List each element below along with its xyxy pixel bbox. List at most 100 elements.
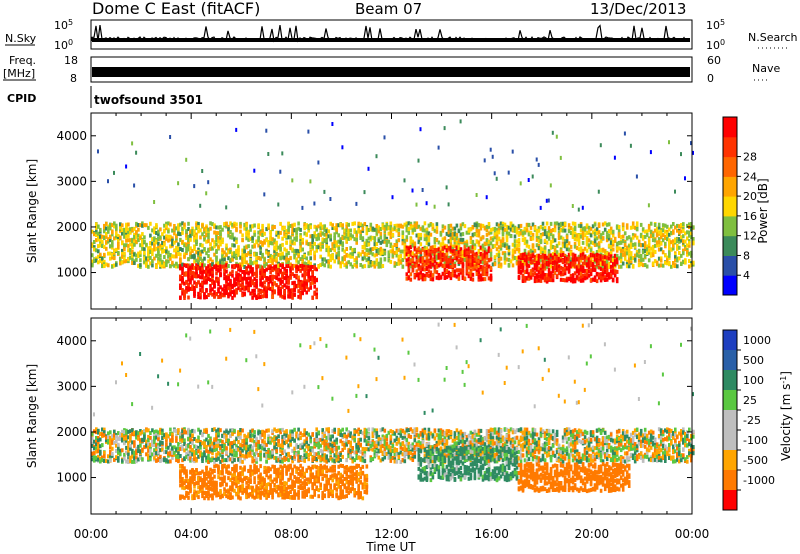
power-cell [229,289,232,294]
power-cell [415,273,419,278]
velocity-cell [131,448,134,453]
power-cell [619,252,623,257]
power-cell [103,264,106,268]
power-cell [293,280,296,285]
power-cell [495,247,499,252]
power-cell [411,265,415,269]
power-cell [517,255,521,260]
power-cell [373,246,377,251]
power-cell [203,280,206,285]
power-cell [623,243,627,247]
power-cell [365,238,369,243]
power-cell [185,286,188,290]
power-cell [201,249,204,254]
power-cell [497,223,501,228]
power-cell [475,193,478,197]
power-cell [517,247,521,252]
power-cell [503,222,507,227]
power-cell [373,253,377,258]
power-cell [567,223,571,228]
power-cell [609,243,613,247]
power-cell [215,255,218,260]
power-cell [161,246,164,251]
power-cell [235,222,238,227]
power-cell [557,232,561,237]
power-cell [565,256,569,261]
power-cell [303,222,306,227]
power-cell [133,183,136,188]
power-cell [423,260,427,265]
power-cell [227,264,230,268]
power-cell [253,252,256,257]
power-cell [289,246,292,251]
power-cell [543,264,547,269]
power-cell [631,235,635,240]
power-cell [379,235,383,240]
power-cell [271,261,274,265]
power-cell [257,224,260,228]
power-cell [461,240,465,245]
power-cell [419,270,423,275]
power-cell [267,243,270,248]
power-cell [617,256,621,261]
power-cell [125,224,128,229]
power-cell [611,247,615,252]
power-cell [451,269,455,274]
power-cell [285,256,288,261]
velocity-cell [91,457,94,462]
power-cell [661,263,665,268]
power-cell [247,264,250,269]
power-cell [523,237,527,242]
power-cell [289,288,292,293]
power-cell [611,262,615,267]
power-cell [455,252,459,257]
power-cell [666,258,669,263]
power-cell [497,236,501,241]
power-cell [607,272,611,277]
power-cell [551,265,555,270]
power-cell [447,259,451,264]
power-cell [213,230,216,235]
power-cell [385,226,389,231]
beam-title: Beam 07 [355,0,422,18]
power-cell [511,248,515,253]
power-cell [227,233,230,238]
power-cell [175,238,178,243]
power-cell [103,259,106,264]
power-cell [103,244,106,249]
power-cell [287,260,290,265]
power-cell [155,253,158,258]
power-cell [451,244,455,249]
power-cell [555,274,559,279]
power-cell [455,236,459,241]
power-cell [275,283,278,288]
power-cell [493,262,497,267]
velocity-cell [95,427,98,432]
power-cell [291,178,294,183]
power-cell [247,237,250,242]
power-cell [173,263,176,268]
power-cell [653,259,657,264]
power-cell [407,263,411,268]
power-cell [351,234,354,239]
power-cell [327,229,330,234]
power-cell [153,230,156,235]
power-cell [343,228,346,233]
nave-label: Nave [752,62,780,75]
power-cell [267,225,270,230]
power-cell [519,270,523,275]
power-cell [189,280,192,285]
power-cell [253,271,256,276]
power-cell [555,221,559,226]
power-cell [595,252,599,257]
power-cell [609,230,613,235]
power-cell [521,231,525,236]
power-cell [441,263,445,268]
power-cell [417,224,421,229]
power-cell [181,230,184,235]
power-cell [251,267,254,272]
power-cell [461,238,465,242]
power-cell [519,254,523,258]
power-cell [581,273,585,278]
power-cell [99,252,102,257]
